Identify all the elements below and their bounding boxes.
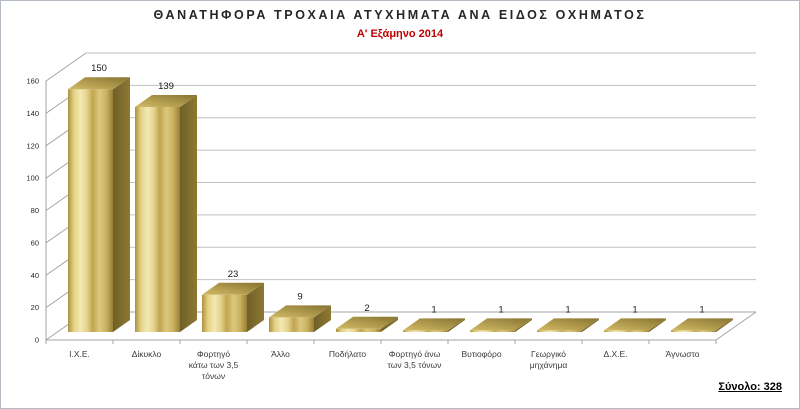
bar-front-face — [671, 330, 716, 332]
y-axis-tick-label: 140 — [26, 109, 39, 118]
bar-side-face — [180, 94, 197, 333]
bar-3d: 1 — [671, 304, 733, 332]
x-axis-category-label: Ι.Χ.Ε. — [69, 349, 90, 359]
x-axis-category-label: Δίκυκλο — [132, 349, 162, 359]
bar-value-label: 1 — [431, 304, 436, 315]
bar-side-face — [247, 282, 264, 332]
y-axis-tick-label: 0 — [35, 336, 39, 345]
bar-front-face — [68, 89, 113, 332]
chart-subtitle: Α' Εξάμηνο 2014 — [356, 28, 444, 40]
x-axis-category-label: Φορτηγό άνω — [389, 349, 441, 359]
bar-side-face — [649, 318, 666, 332]
x-axis-category-label: τόνων — [202, 371, 225, 381]
x-axis-category-label: Ποδήλατο — [329, 349, 367, 359]
wall-depth-line — [45, 52, 87, 82]
total-label: Σύνολο: 328 — [718, 381, 782, 393]
y-axis-tick-label: 80 — [31, 206, 39, 215]
y-axis-tick-label: 100 — [26, 174, 39, 183]
bar-side-face — [314, 305, 331, 332]
bar-3d: 1 — [470, 304, 532, 332]
x-axis-category-label: των 3,5 τόνων — [388, 360, 442, 370]
bar-value-label: 1 — [632, 304, 637, 315]
bar-front-face — [537, 330, 582, 332]
bar-top-face — [68, 77, 130, 90]
x-axis-category-label: Άλλο — [271, 349, 290, 359]
bar-top-face — [269, 305, 331, 318]
bar-front-face — [336, 328, 381, 332]
bar-top-face — [135, 94, 197, 107]
chart-title: ΘΑΝΑΤΗΦΟΡΑ ΤΡΟΧΑΙΑ ΑΤΥΧΗΜΑΤΑ ΑΝΑ ΕΙΔΟΣ Ο… — [153, 8, 647, 22]
bar-value-label: 1 — [498, 304, 503, 315]
bar-3d: 9 — [269, 291, 331, 332]
bar-top-face — [403, 318, 465, 331]
x-axis-category-label: Δ.Χ.Ε. — [603, 349, 627, 359]
bar-3d: 1 — [403, 304, 465, 332]
bar-front-face — [135, 106, 180, 333]
y-axis-tick-label: 40 — [31, 271, 39, 280]
bar-side-face — [515, 318, 532, 332]
bar-front-face — [470, 330, 515, 332]
x-axis-category-label: Φορτηγό — [197, 349, 231, 359]
bar-value-label: 1 — [699, 304, 704, 315]
bar-3d: 150 — [68, 63, 130, 332]
bar-3d: 139 — [135, 81, 197, 333]
bar-top-face — [202, 282, 264, 295]
bar-value-label: 150 — [91, 63, 107, 74]
bar-front-face — [202, 294, 247, 332]
x-axis-category-label: Βυτιοφόρο — [461, 349, 501, 359]
bar-value-label: 1 — [565, 304, 570, 315]
bar-side-face — [448, 318, 465, 332]
bar-front-face — [604, 330, 649, 332]
bar-3d: 1 — [537, 304, 599, 332]
x-axis-category-label: κάτω των 3,5 — [189, 360, 239, 370]
floor-right-edge — [715, 311, 757, 341]
y-axis-tick-label: 120 — [26, 141, 39, 150]
bar-top-face — [604, 318, 666, 331]
y-axis-tick-label: 20 — [31, 303, 39, 312]
bar-side-face — [113, 77, 130, 332]
x-axis-category-label: Γεωργικό — [531, 349, 566, 359]
bar-value-label: 139 — [158, 81, 174, 92]
x-axis-category-label: Άγνωστο — [666, 349, 700, 359]
x-axis-category-label: μηχάνημα — [530, 360, 568, 370]
y-axis-tick-label: 60 — [31, 238, 39, 247]
bar-value-label: 23 — [228, 269, 239, 280]
bar-top-face — [671, 318, 733, 331]
bar-3d: 2 — [336, 303, 398, 332]
bar-top-face — [537, 318, 599, 331]
bar-3d: 1 — [604, 304, 666, 332]
bar-value-label: 9 — [297, 291, 302, 302]
bar-side-face — [582, 318, 599, 332]
bar-value-label: 2 — [364, 303, 369, 314]
bar-3d: 23 — [202, 269, 264, 332]
bar-side-face — [381, 316, 398, 332]
bar-top-face — [336, 316, 398, 329]
y-axis-tick-label: 160 — [26, 77, 39, 86]
bar-front-face — [269, 317, 314, 332]
bar-side-face — [716, 318, 733, 332]
bar-top-face — [470, 318, 532, 331]
bar-front-face — [403, 330, 448, 332]
